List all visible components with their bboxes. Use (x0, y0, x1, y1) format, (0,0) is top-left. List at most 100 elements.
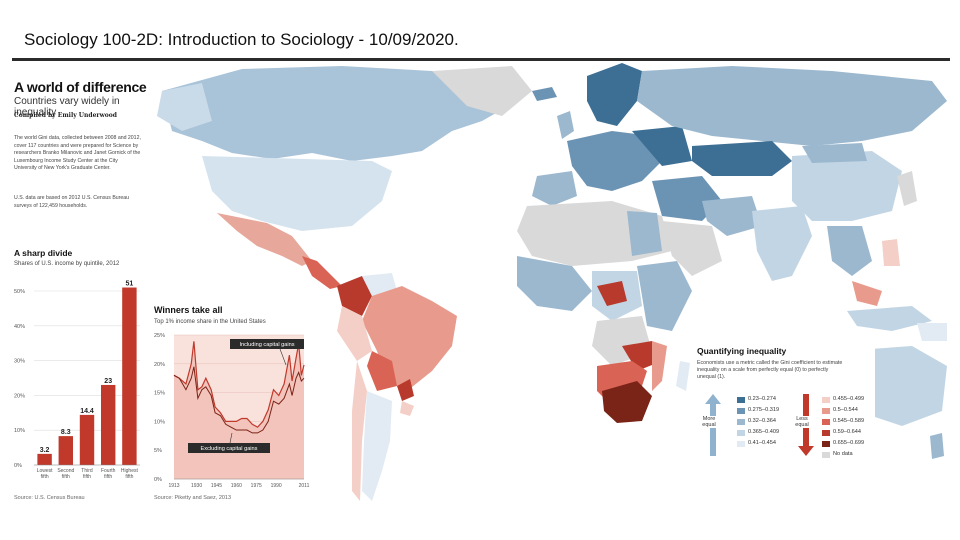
bar-category-label: Lowest (37, 468, 53, 474)
annotation-excluding-pointer (229, 432, 233, 444)
quintile-bar-chart: 0%10%20%30%40%50%3.2Lowestfifth8.3Second… (14, 281, 140, 480)
line-x-tick-label: 1913 (168, 483, 179, 489)
legend-label-blue-2: 0.275–0.319 (748, 407, 780, 413)
title-divider (12, 58, 950, 61)
region-alaska (157, 83, 212, 131)
region-mozambique (652, 341, 667, 391)
us-data-note: U.S. data are based on 2012 U.S. Census … (14, 195, 130, 209)
series-including-line (173, 341, 305, 428)
annotation-including-label: Including capital gains (239, 342, 294, 348)
legend-label-red-5: 0.655–0.699 (833, 440, 865, 446)
legend-swatch-blue-3 (737, 419, 745, 425)
region-new-zealand (930, 433, 944, 459)
region-west-africa (517, 256, 592, 311)
bar-5 (122, 287, 137, 465)
bar-category-label: fifth (62, 474, 70, 480)
annotation-including-pointer (279, 348, 287, 366)
region-egypt (627, 211, 662, 256)
region-south-africa (602, 381, 652, 423)
legend-swatch-no-data (822, 452, 830, 458)
region-greenland (432, 66, 532, 116)
line-chart-title: Winners take all (154, 305, 223, 315)
region-iceland (532, 87, 557, 101)
legend-label-red-1: 0.455–0.499 (833, 396, 865, 402)
region-canada (162, 66, 517, 161)
region-west-europe (567, 131, 662, 191)
bar-value-label: 23 (104, 378, 112, 385)
region-mongolia (802, 143, 867, 163)
legend-label-no-data: No data (833, 451, 853, 457)
bar-y-tick-label: 30% (14, 359, 25, 365)
legend-label-red-3: 0.545–0.589 (833, 418, 865, 424)
bar-value-label: 14.4 (80, 408, 94, 415)
legend-label-red-2: 0.5–0.544 (833, 407, 858, 413)
bar-y-tick-label: 10% (14, 428, 25, 434)
region-japan-korea (897, 171, 917, 206)
bar-category-label: Fourth (101, 468, 116, 474)
infographic-subheadline: Countries vary widely in inequality (14, 96, 120, 118)
legend-swatch-red-3 (822, 419, 830, 425)
region-png (917, 323, 947, 341)
winners-panel: Winners take all Top 1% income share in … (152, 301, 312, 510)
bar-y-tick-label: 0% (14, 463, 22, 469)
region-colombia (337, 276, 372, 316)
line-chart-source: Source: Piketty and Saez, 2013 (154, 495, 232, 501)
annotation-excluding-box (188, 443, 270, 453)
region-russia (637, 66, 947, 146)
legend-swatch-blue-2 (737, 408, 745, 414)
bar-category-label: fifth (83, 474, 91, 480)
region-malaysia (852, 281, 882, 306)
region-mexico (217, 213, 312, 266)
bar-chart-title: A sharp divide (14, 248, 73, 258)
legend-swatch-red-1 (822, 397, 830, 403)
bar-3 (79, 414, 95, 465)
bar-category-label: fifth (125, 474, 133, 480)
line-x-tick-label: 2011 (299, 483, 310, 489)
region-car (597, 281, 627, 306)
legend-label-blue-5: 0.41–0.454 (748, 440, 776, 446)
region-china (792, 151, 902, 221)
region-se-asia (827, 226, 872, 276)
region-uk (557, 111, 574, 139)
bar-value-label: 8.3 (61, 429, 71, 436)
region-paraguay (397, 379, 414, 401)
line-y-tick-label: 5% (154, 448, 162, 454)
gini-legend: Quantifying inequality Economists use a … (695, 342, 875, 472)
line-y-tick-label: 0% (154, 477, 162, 483)
region-east-africa (637, 261, 692, 331)
line-x-tick-label: 1990 (271, 483, 282, 489)
top-income-share-chart: 0% 5% 10% 15% 20% 25% 1913 1930 1945 1960 1975 1990… (154, 333, 310, 489)
bar-2 (58, 436, 74, 465)
infographic-headline: A world of difference (14, 79, 147, 95)
bar-y-tick-label: 40% (14, 324, 25, 330)
bar-category-label: fifth (41, 474, 49, 480)
legend-label-blue-3: 0.32–0.364 (748, 418, 776, 424)
line-x-tick-label: 1960 (231, 483, 242, 489)
region-madagascar (676, 361, 690, 391)
line-y-tick-label: 10% (154, 419, 165, 425)
annotation-including-box (230, 339, 304, 349)
region-argentina (362, 391, 392, 501)
bar-4 (100, 384, 116, 465)
line-x-tick-label: 1975 (251, 483, 262, 489)
bar-category-label: Second (57, 468, 74, 474)
bar-category-label: Highest (121, 468, 139, 474)
region-scandinavia (587, 63, 642, 126)
region-iran (702, 196, 762, 236)
region-iberia (532, 171, 577, 206)
region-chile (352, 361, 367, 501)
legend-label-red-4: 0.59–0.644 (833, 429, 861, 435)
bar-1 (37, 453, 52, 465)
region-south-asia (752, 206, 812, 281)
bar-chart-subtitle: Shares of U.S. income by quintile, 2012 (14, 261, 120, 267)
infographic-panel: A world of difference Countries vary wid… (12, 61, 950, 510)
legend-title: Quantifying inequality (697, 346, 787, 356)
series-excluding-line (173, 366, 305, 434)
more-equal-label: More equal (698, 416, 720, 428)
slide-title: Sociology 100-2D: Introduction to Sociol… (24, 30, 459, 49)
data-description: The world Gini data, collected between 2… (14, 135, 141, 172)
bar-category-label: Third (81, 468, 93, 474)
region-kazakhstan (692, 141, 792, 176)
legend-label-blue-4: 0.365–0.409 (748, 429, 780, 435)
line-x-tick-label: 1945 (211, 483, 222, 489)
